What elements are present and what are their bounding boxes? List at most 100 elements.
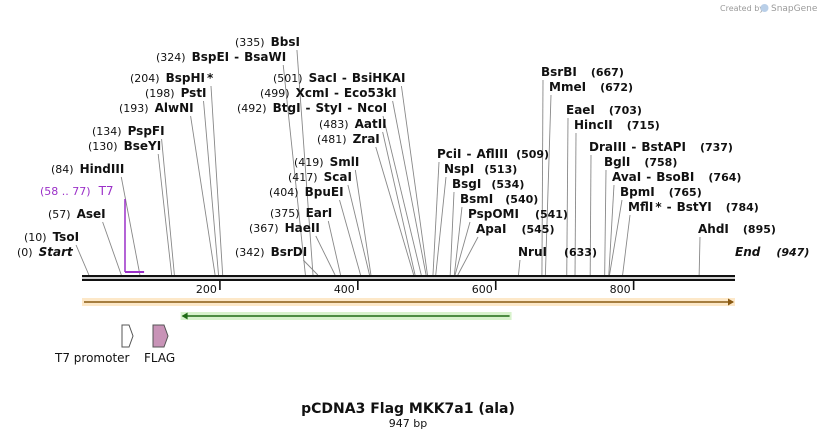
enzyme-label-draiii[interactable]: DraIII - BstAPI (737) bbox=[589, 140, 733, 154]
primer-t7-mark[interactable] bbox=[124, 199, 145, 273]
enzyme-label-bsgi[interactable]: BsgI (534) bbox=[452, 177, 524, 191]
cut-site-leader bbox=[161, 138, 175, 276]
enzyme-label-bsmi[interactable]: BsmI (540) bbox=[460, 192, 538, 206]
enzyme-label-btgi[interactable]: (492) BtgI - StyI - NcoI bbox=[237, 101, 387, 115]
enzyme-label-aatii[interactable]: (483) AatII bbox=[319, 117, 387, 131]
cut-site-leader bbox=[454, 221, 471, 276]
cut-site-leader bbox=[698, 236, 701, 276]
enzyme-label-mfli[interactable]: MflI * - BstYI (784) bbox=[628, 200, 759, 214]
cut-site-leader bbox=[102, 221, 122, 276]
enzyme-label-smli[interactable]: (419) SmlI bbox=[294, 155, 359, 169]
ruler-tick-label: 800 bbox=[610, 283, 631, 296]
cut-site-leader bbox=[566, 117, 569, 276]
enzyme-labels: (335) BbsI (324) BspEI - BsaWI (204) BspHI * (… bbox=[17, 35, 809, 259]
enzyme-label-bpuei[interactable]: (404) BpuEI bbox=[269, 185, 344, 199]
enzyme-label-eari[interactable]: (375) EarI bbox=[270, 206, 332, 220]
enzyme-label-hincii[interactable]: HincII (715) bbox=[574, 118, 660, 132]
cut-site-leader bbox=[609, 199, 623, 276]
enzyme-label-alwni[interactable]: (193) AlwNI bbox=[119, 101, 194, 115]
enzyme-label-bspei[interactable]: (324) BspEI - BsaWI bbox=[156, 50, 286, 64]
cut-site-leader bbox=[541, 79, 544, 276]
cut-site-leader bbox=[382, 131, 416, 276]
enzyme-label-pcii[interactable]: PciI - AflIII (509) bbox=[437, 147, 549, 161]
enzyme-label-nrui[interactable]: NruI (633) bbox=[518, 245, 597, 259]
ruler: 200 400 600 800 bbox=[196, 281, 635, 296]
enzyme-label-hindiii[interactable]: (84) HindIII bbox=[51, 162, 124, 176]
cut-site-leader bbox=[589, 154, 592, 276]
snapgene-credit: Created by SnapGene bbox=[720, 4, 818, 14]
cut-site-leader bbox=[339, 199, 362, 276]
credit-prefix: Created by bbox=[720, 4, 764, 13]
cut-site-leader bbox=[347, 184, 370, 276]
cut-site-leader bbox=[453, 206, 463, 276]
cut-site-leader bbox=[608, 184, 615, 276]
cut-site-leader bbox=[382, 115, 422, 276]
cut-site-leader bbox=[203, 100, 219, 276]
primer-label-t7[interactable]: (58 .. 77) T7 bbox=[40, 184, 114, 198]
cut-site-leader bbox=[120, 176, 141, 276]
cut-site-leader bbox=[400, 85, 428, 276]
flag-arrow-icon[interactable] bbox=[152, 324, 169, 348]
enzyme-label-eaei[interactable]: EaeI (703) bbox=[566, 103, 642, 117]
start-label: (0) Start bbox=[17, 245, 74, 259]
enzyme-label-bsphi[interactable]: (204) BspHI * bbox=[130, 71, 214, 85]
enzyme-label-ahdi[interactable]: AhdI (895) bbox=[698, 222, 776, 236]
enzyme-label-nspi[interactable]: NspI (513) bbox=[444, 162, 517, 176]
enzyme-label-mmei[interactable]: MmeI (672) bbox=[549, 80, 633, 94]
cut-site-leader bbox=[157, 153, 173, 276]
end-label: End (947) bbox=[735, 245, 809, 259]
cut-site-leader bbox=[210, 85, 224, 276]
cut-site-leader bbox=[327, 220, 342, 276]
cut-site-leader bbox=[622, 214, 631, 276]
enzyme-label-avai[interactable]: AvaI - BsoBI (764) bbox=[612, 170, 741, 184]
cut-site-leader bbox=[315, 235, 336, 276]
cut-site-leader bbox=[75, 244, 90, 276]
enzyme-label-pspomi[interactable]: PspOMI (541) bbox=[468, 207, 568, 221]
ruler-tick-label: 400 bbox=[334, 283, 355, 296]
sequence-backbone bbox=[82, 275, 735, 281]
backbone-bottom-strand bbox=[82, 278, 735, 281]
feature-tracks bbox=[82, 298, 735, 320]
map-title: pCDNA3 Flag MKK7a1 (ala) bbox=[301, 401, 515, 417]
enzyme-label-apai[interactable]: ApaI (545) bbox=[476, 222, 554, 236]
cut-site-leader bbox=[604, 169, 607, 276]
enzyme-label-bseyi[interactable]: (130) BseYI bbox=[88, 139, 161, 153]
enzyme-label-bgli[interactable]: BglI (758) bbox=[604, 155, 677, 169]
t7-promoter-arrow-icon[interactable] bbox=[121, 324, 134, 348]
enzyme-label-scai[interactable]: (417) ScaI bbox=[288, 170, 352, 184]
cut-site-leader bbox=[354, 169, 372, 276]
leader-lines bbox=[75, 49, 701, 276]
enzyme-label-asei[interactable]: (57) AseI bbox=[48, 207, 106, 221]
cut-site-leader bbox=[435, 176, 447, 276]
map-length: 947 bp bbox=[389, 417, 427, 430]
enzyme-label-saci[interactable]: (501) SacI - BsiHKAI bbox=[273, 71, 405, 85]
credit-brand: SnapGene bbox=[771, 4, 818, 14]
enzyme-label-bbsi[interactable]: (335) BbsI bbox=[235, 35, 300, 49]
enzyme-label-bsrbi[interactable]: BsrBI (667) bbox=[541, 65, 624, 79]
t7-promoter-label: T7 promoter bbox=[54, 351, 130, 365]
enzyme-label-haeii[interactable]: (367) HaeII bbox=[249, 221, 320, 235]
cut-site-leader bbox=[375, 146, 415, 276]
ruler-tick-label: 600 bbox=[472, 283, 493, 296]
cut-site-leader bbox=[282, 64, 306, 276]
enzyme-label-pspfi[interactable]: (134) PspFI bbox=[92, 124, 165, 138]
snapgene-logo-icon bbox=[760, 4, 769, 12]
cut-site-leader bbox=[302, 259, 319, 276]
enzyme-label-psti[interactable]: (198) PstI bbox=[145, 86, 207, 100]
feature-legend: T7 promoter FLAG bbox=[54, 324, 175, 365]
cut-site-leader bbox=[296, 49, 314, 276]
enzyme-label-xcmi[interactable]: (499) XcmI - Eco53kI bbox=[260, 86, 397, 100]
enzyme-label-tsoi[interactable]: (10) TsoI bbox=[24, 230, 79, 244]
flag-label: FLAG bbox=[144, 351, 175, 365]
insert-track-arrowhead bbox=[728, 298, 734, 306]
enzyme-label-zrai[interactable]: (481) ZraI bbox=[317, 132, 380, 146]
cut-site-leader bbox=[574, 132, 577, 276]
backbone-top-strand bbox=[82, 275, 735, 278]
cut-site-leader bbox=[392, 100, 427, 276]
cut-site-leader bbox=[518, 259, 521, 276]
enzyme-label-bpmi[interactable]: BpmI (765) bbox=[620, 185, 702, 199]
cut-site-leader bbox=[432, 161, 440, 276]
cut-site-leader bbox=[544, 94, 552, 276]
enzyme-label-bsrdi[interactable]: (342) BsrDI bbox=[235, 245, 307, 259]
